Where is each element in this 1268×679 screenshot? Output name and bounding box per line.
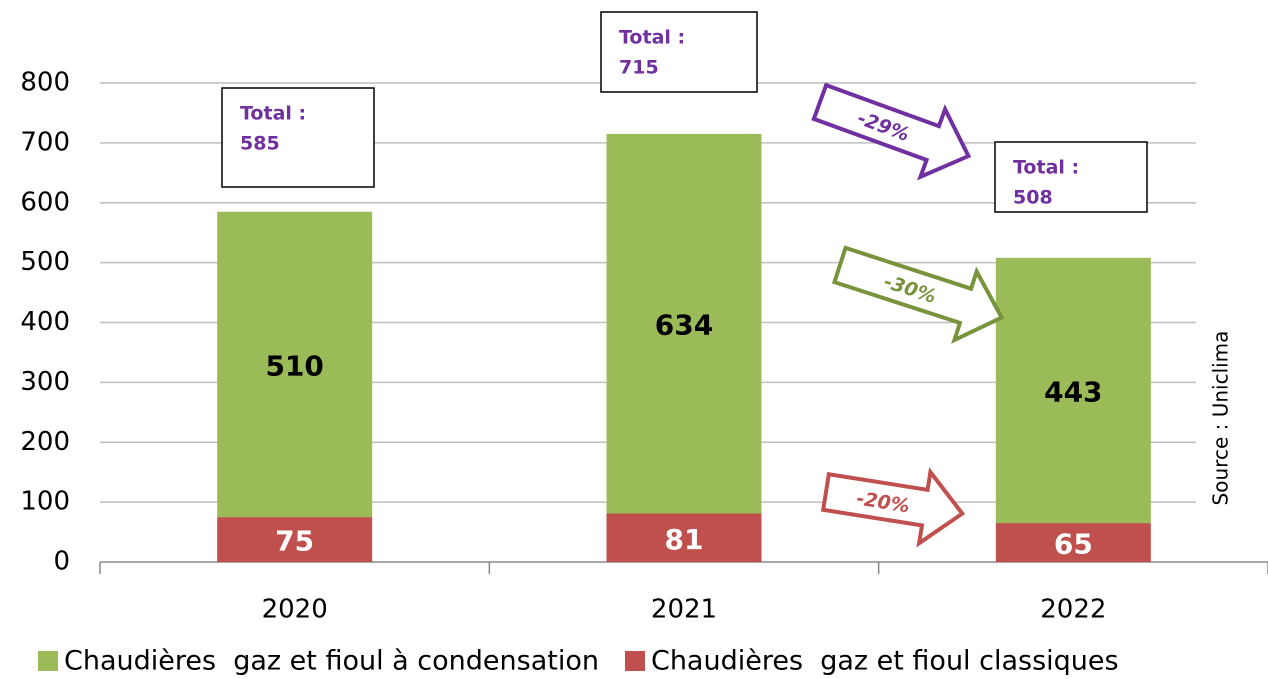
x-tick-label: 2022 [1040, 595, 1106, 625]
y-tick-label: 0 [53, 547, 70, 577]
total-label: Total : [1013, 157, 1079, 179]
bar-segment [606, 133, 762, 514]
data-label: 634 [655, 309, 713, 342]
total-box [994, 141, 1148, 213]
data-label: 443 [1044, 375, 1102, 408]
y-tick-label: 700 [20, 127, 70, 157]
total-box [600, 11, 758, 93]
legend-label: Chaudières gaz et fioul classiques [651, 646, 1119, 677]
legend-label: Chaudières gaz et fioul à condensation [64, 646, 599, 677]
total-label: Total : [240, 103, 306, 125]
bar-segment [217, 211, 373, 518]
y-tick-label: 800 [20, 68, 70, 98]
y-tick-label: 200 [20, 427, 70, 457]
arrow-shape [831, 245, 1005, 344]
total-box [221, 87, 375, 188]
data-label: 65 [1054, 528, 1093, 561]
data-label: 81 [665, 523, 704, 556]
x-tick-label: 2020 [262, 595, 328, 625]
y-tick-label: 300 [20, 367, 70, 397]
bar-segment [606, 513, 762, 562]
change-arrow: -29% [811, 82, 972, 181]
bar-segment [995, 257, 1151, 524]
legend-swatch [624, 651, 645, 671]
total-label: Total : [619, 27, 685, 49]
x-tick-label: 2021 [651, 595, 717, 625]
y-tick-label: 500 [20, 247, 70, 277]
data-label: 75 [275, 525, 314, 558]
bar-segment [995, 523, 1151, 562]
total-value: 715 [619, 57, 659, 79]
y-tick-label: 600 [20, 187, 70, 217]
legend-swatch [38, 651, 58, 671]
arrow-shape [820, 467, 966, 548]
bar-segment [217, 517, 373, 562]
source: Source : Uniclima [1209, 331, 1233, 506]
data-label: 510 [265, 349, 323, 382]
y-tick-label: 100 [20, 487, 70, 517]
change-arrow: -20% [820, 467, 966, 548]
total-value: 585 [240, 133, 280, 155]
arrow-shape [811, 82, 972, 181]
y-tick-label: 400 [20, 307, 70, 337]
change-arrow: -30% [831, 245, 1005, 344]
total-value: 508 [1013, 187, 1053, 209]
